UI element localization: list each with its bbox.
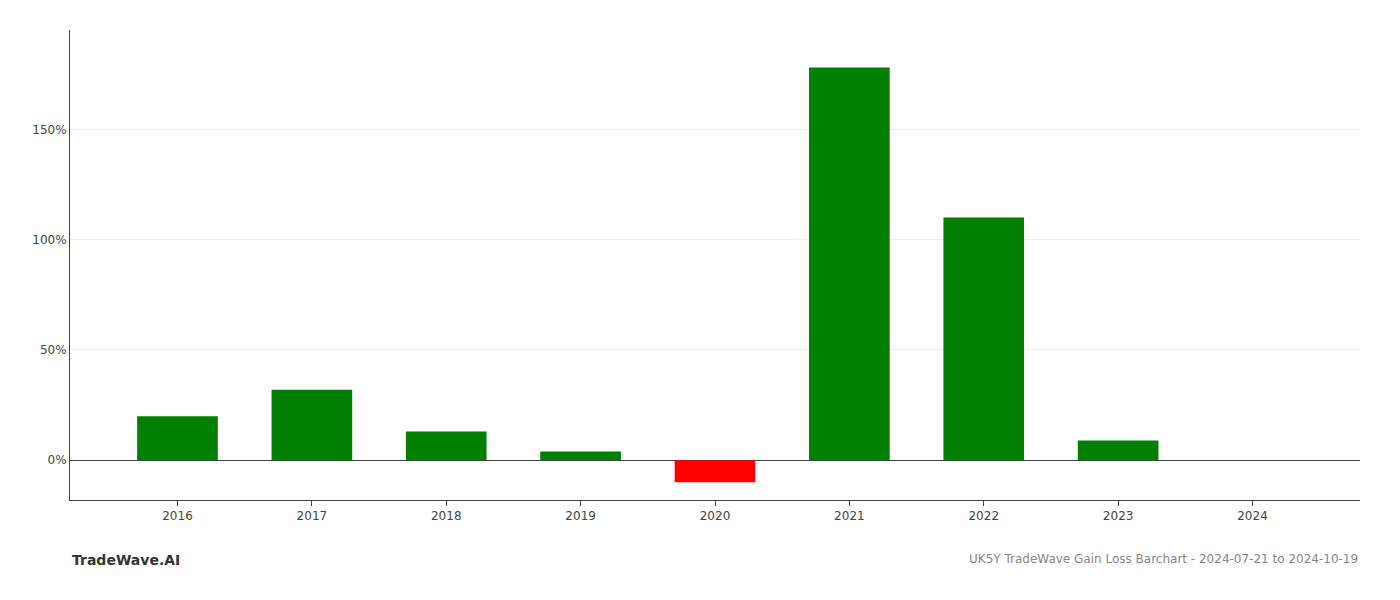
svg-text:150%: 150% bbox=[32, 123, 66, 137]
svg-text:2018: 2018 bbox=[431, 509, 462, 523]
svg-text:2020: 2020 bbox=[700, 509, 731, 523]
svg-text:2016: 2016 bbox=[162, 509, 193, 523]
svg-text:2017: 2017 bbox=[297, 509, 328, 523]
svg-text:2023: 2023 bbox=[1103, 509, 1134, 523]
svg-text:50%: 50% bbox=[40, 343, 67, 357]
svg-text:UK5Y TradeWave Gain Loss Barch: UK5Y TradeWave Gain Loss Barchart - 2024… bbox=[969, 552, 1358, 566]
svg-text:2022: 2022 bbox=[968, 509, 999, 523]
svg-text:TradeWave.AI: TradeWave.AI bbox=[72, 552, 180, 568]
svg-text:2021: 2021 bbox=[834, 509, 865, 523]
svg-text:2024: 2024 bbox=[1237, 509, 1268, 523]
svg-text:2019: 2019 bbox=[565, 509, 596, 523]
svg-text:100%: 100% bbox=[32, 233, 66, 247]
svg-text:0%: 0% bbox=[48, 453, 67, 467]
